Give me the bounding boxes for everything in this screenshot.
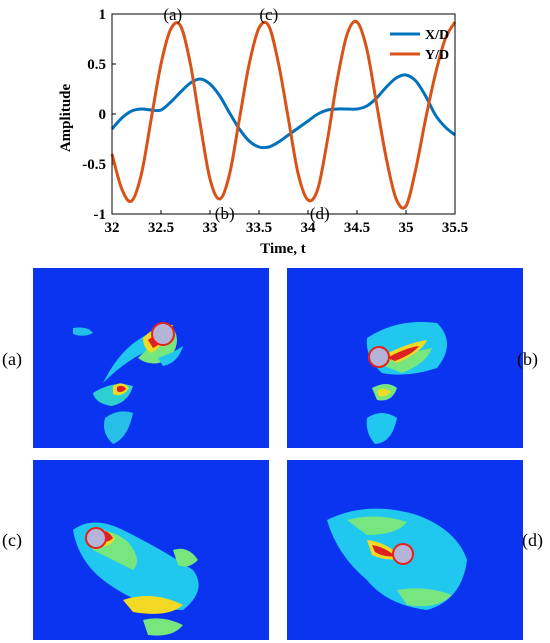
series-line-x-d: [110, 73, 456, 150]
chart-annotation: (b): [215, 204, 235, 223]
panel-label-a: (a): [2, 349, 22, 369]
legend: X/D Y/D: [390, 28, 449, 63]
line-chart: 32 32.5 33 33.5 34 34.5 35 35.5 1 0.5 0 -0.5 -1 (a) (…: [58, 5, 468, 257]
legend-label-x-d: X/D: [425, 28, 449, 43]
panel-label-b: (b): [517, 349, 538, 369]
chart-annotation: (a): [163, 5, 182, 24]
contour-panel-b: [287, 268, 523, 448]
y-axis-title: Amplitude: [58, 83, 74, 152]
series-line-y-d: [110, 19, 457, 210]
contour-panel-d: [287, 460, 523, 640]
x-tick-label: 33: [203, 220, 218, 236]
panel-label-c: (c): [2, 530, 22, 550]
x-tick-label: 34.5: [344, 220, 370, 236]
y-tick-label: 0: [99, 107, 107, 123]
x-tick-label: 35: [399, 220, 414, 236]
legend-label-y-d: Y/D: [425, 48, 449, 63]
y-tick-label: -0.5: [82, 157, 106, 173]
chart-annotation: (c): [259, 5, 278, 24]
y-tick-label: -1: [94, 207, 107, 223]
x-tick-label: 32.5: [148, 220, 174, 236]
chart-annotation: (d): [310, 204, 330, 223]
y-tick-label: 0.5: [87, 57, 106, 73]
y-tick-label: 1: [99, 7, 107, 23]
panel-label-d: (d): [522, 530, 543, 550]
x-tick-label: 33.5: [246, 220, 272, 236]
contour-panel-a: [33, 268, 269, 448]
x-axis-title: Time, t: [260, 241, 306, 257]
x-tick-label: 32: [105, 220, 120, 236]
x-tick-label: 35.5: [442, 220, 468, 236]
contour-panel-c: [33, 460, 269, 640]
x-tick-label: 34: [301, 220, 317, 236]
plot-area-frame: [111, 13, 456, 215]
